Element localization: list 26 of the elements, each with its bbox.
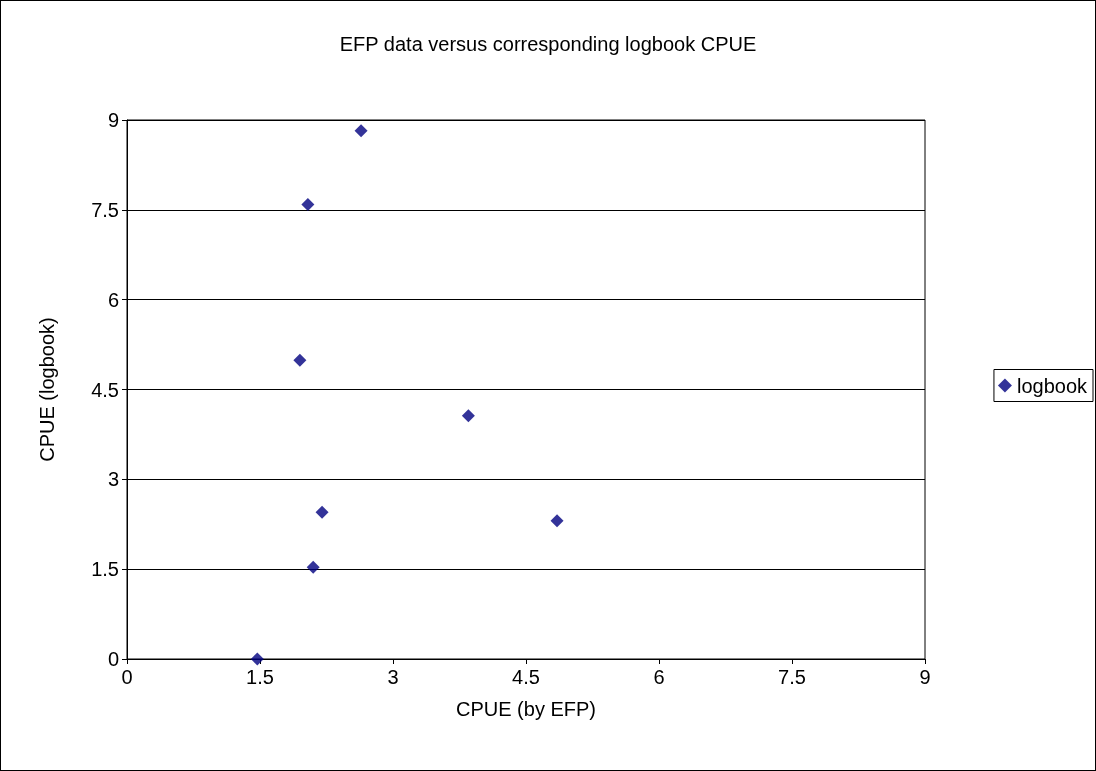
y-tick-label: 0	[107, 648, 119, 670]
point	[461, 409, 475, 423]
legend-label: logbook	[1016, 374, 1088, 397]
y-tick-label: 3	[107, 468, 119, 491]
x-tick-label: 9	[919, 666, 931, 688]
y-tick-label: 9	[107, 109, 119, 131]
x-tick-label: 6	[653, 666, 665, 688]
point	[354, 124, 368, 138]
y-axis-title: CPUE (logbook)	[36, 317, 58, 462]
y-tick-label: 4.5	[91, 378, 119, 401]
chart-title: EFP data versus corresponding logbook CPUE	[339, 33, 757, 55]
x-tick-label: 1.5	[246, 666, 274, 688]
point	[250, 652, 264, 666]
point	[315, 505, 329, 519]
point	[293, 353, 307, 367]
x-tick-label: 3	[387, 666, 399, 688]
y-tick-label: 1.5	[91, 558, 119, 581]
x-tick-label: 7.5	[778, 666, 806, 688]
point	[301, 197, 315, 211]
x-tick-label: 0	[121, 666, 133, 688]
x-axis-title: CPUE (by EFP)	[455, 698, 597, 720]
y-tick-label: 6	[107, 288, 119, 311]
x-tick-label: 4.5	[512, 666, 540, 688]
point	[306, 560, 320, 574]
point	[550, 514, 564, 528]
y-tick-label: 7.5	[91, 198, 119, 221]
